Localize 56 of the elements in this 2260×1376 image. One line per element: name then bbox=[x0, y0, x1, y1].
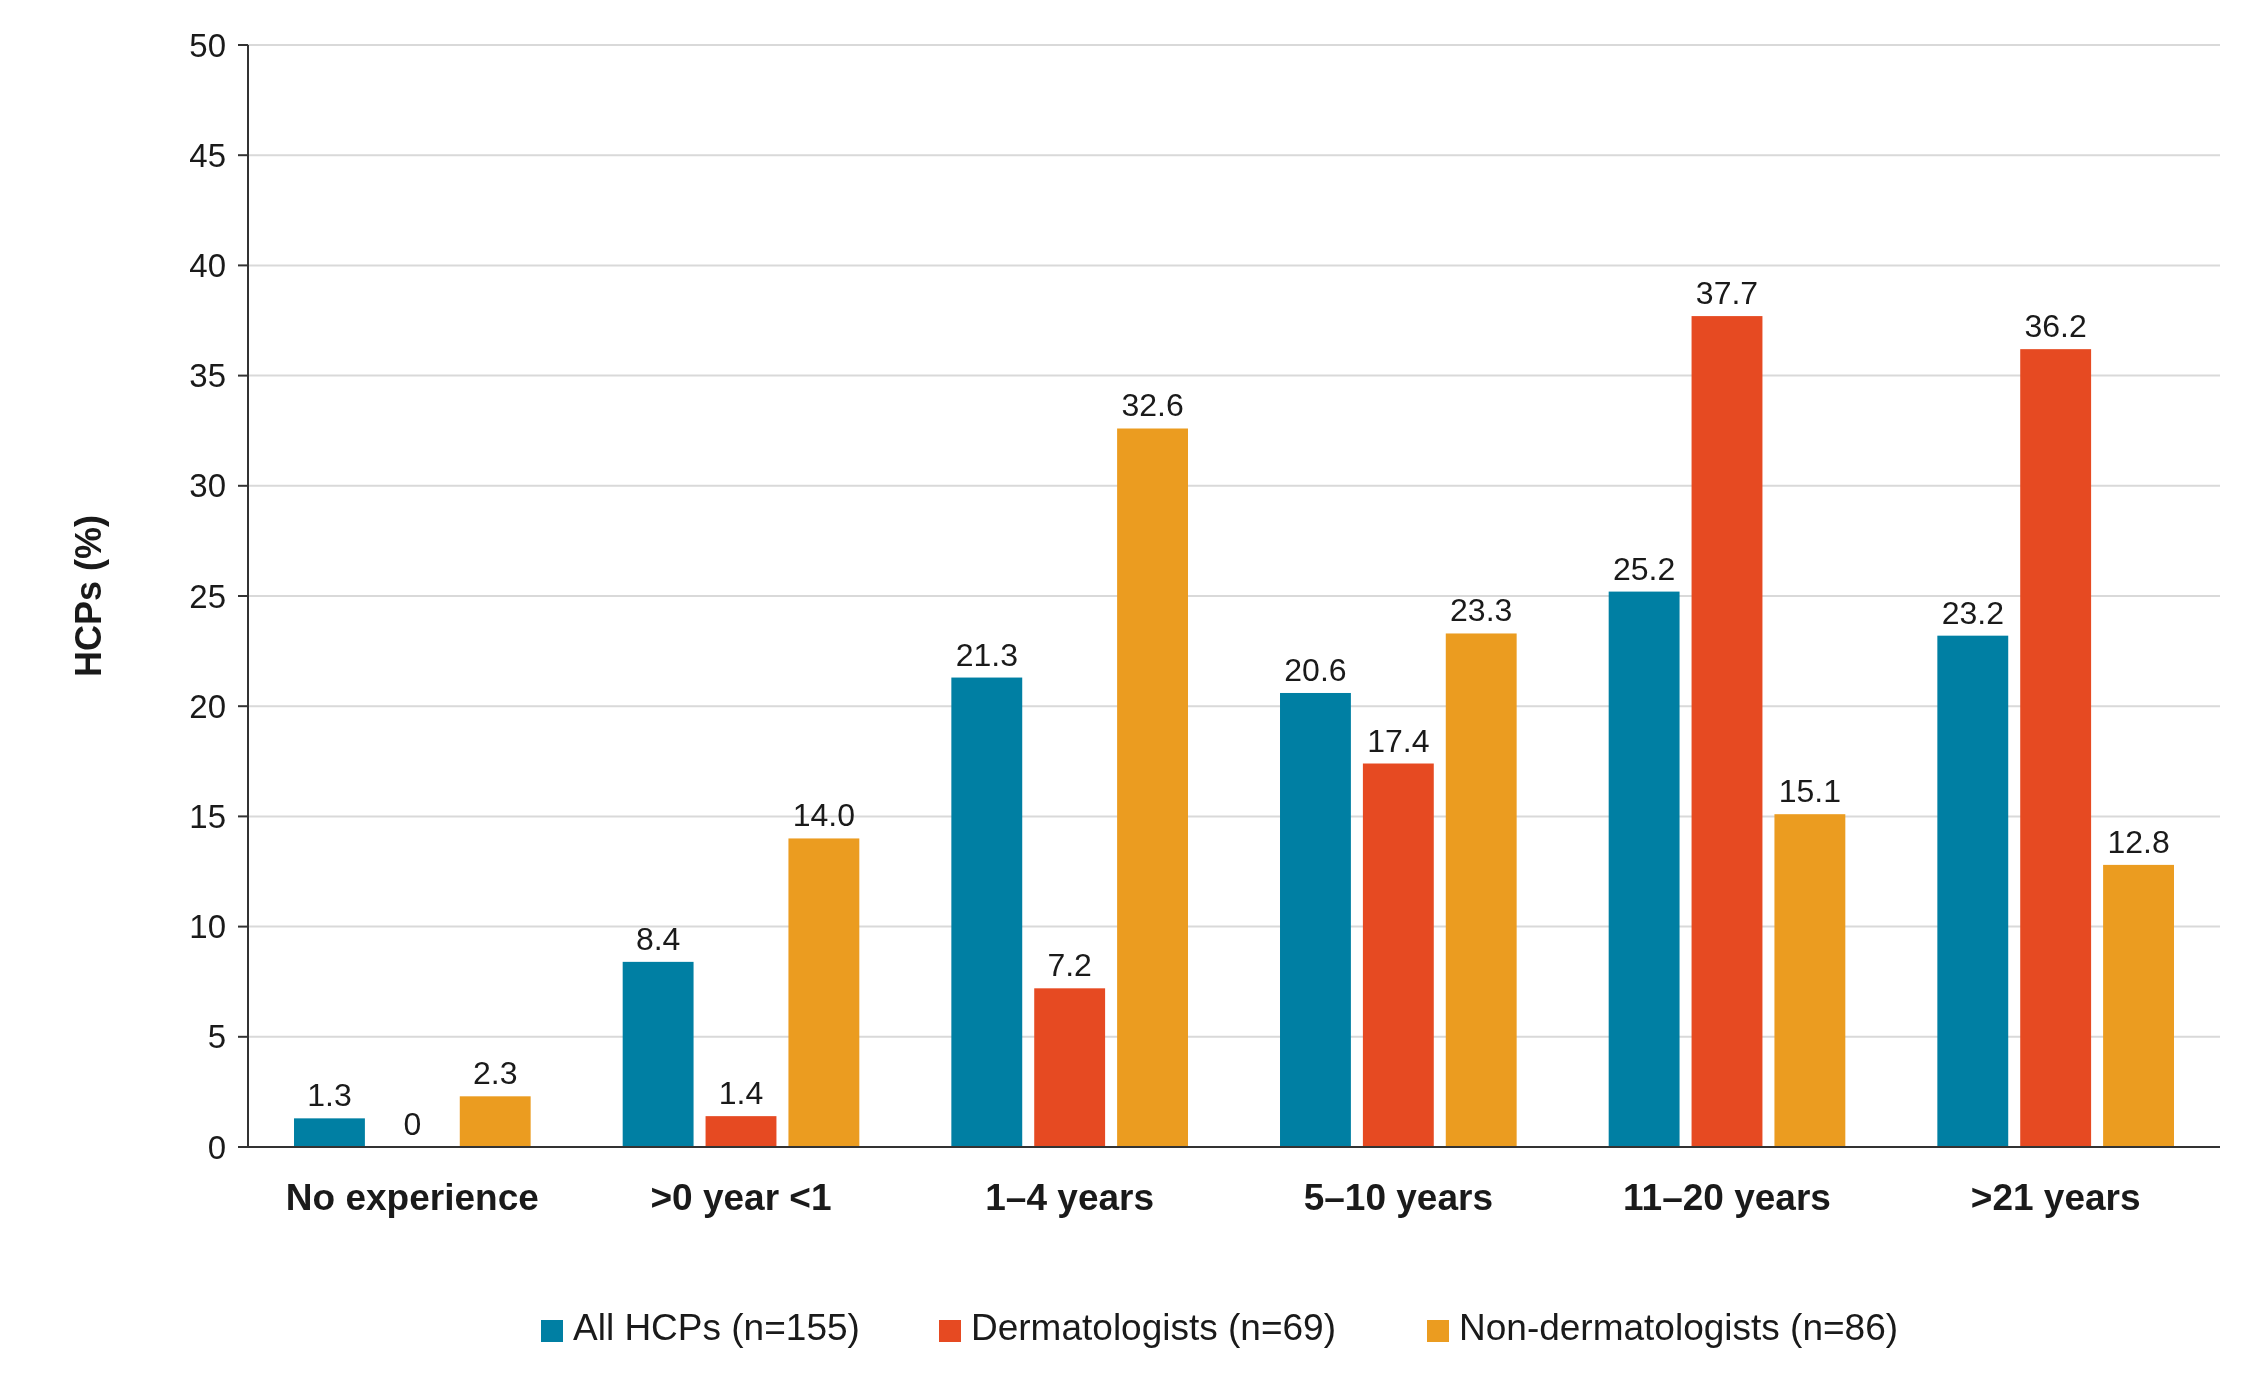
y-tick-label: 0 bbox=[207, 1128, 226, 1166]
x-tick-label: >21 years bbox=[1970, 1177, 2141, 1218]
legend-label: Non-dermatologists (n=86) bbox=[1459, 1307, 1899, 1348]
y-tick-label: 30 bbox=[189, 467, 226, 505]
y-tick-label: 40 bbox=[189, 246, 226, 284]
data-label: 20.6 bbox=[1284, 651, 1347, 688]
bar bbox=[1937, 635, 2009, 1147]
y-tick-label: 25 bbox=[189, 577, 226, 615]
data-label: 12.8 bbox=[2107, 823, 2170, 860]
bar bbox=[294, 1118, 365, 1147]
bar bbox=[622, 961, 694, 1147]
legend-label: Dermatologists (n=69) bbox=[971, 1307, 1337, 1348]
bar bbox=[1691, 316, 1763, 1147]
y-tick-label: 45 bbox=[189, 136, 226, 174]
bar bbox=[705, 1116, 777, 1147]
bar bbox=[1280, 692, 1351, 1147]
y-tick-label: 5 bbox=[207, 1018, 226, 1056]
y-tick-label: 35 bbox=[189, 357, 226, 395]
bar bbox=[951, 677, 1023, 1147]
data-label: 2.3 bbox=[472, 1055, 518, 1092]
bar bbox=[1117, 428, 1188, 1147]
bar bbox=[459, 1096, 531, 1147]
y-tick-label: 10 bbox=[189, 908, 226, 946]
data-label: 36.2 bbox=[2024, 308, 2087, 345]
legend-label: All HCPs (n=155) bbox=[573, 1307, 860, 1348]
data-label: 21.3 bbox=[955, 636, 1018, 673]
data-label: 17.4 bbox=[1367, 722, 1430, 759]
data-label: 37.7 bbox=[1695, 275, 1759, 312]
data-label: 15.1 bbox=[1778, 773, 1842, 810]
data-label: 1.4 bbox=[718, 1075, 764, 1112]
x-tick-label: 5–10 years bbox=[1303, 1177, 1493, 1218]
y-axis-title: HCPs (%) bbox=[68, 514, 109, 678]
bar bbox=[2103, 864, 2174, 1147]
x-tick-label: No experience bbox=[285, 1177, 539, 1218]
data-label: 8.4 bbox=[635, 920, 681, 957]
y-tick-label: 15 bbox=[189, 797, 226, 835]
data-label: 1.3 bbox=[307, 1077, 352, 1114]
bar bbox=[1034, 988, 1106, 1147]
data-label: 14.0 bbox=[792, 797, 856, 834]
data-label: 7.2 bbox=[1047, 947, 1092, 984]
x-tick-label: 11–20 years bbox=[1623, 1177, 1831, 1218]
y-tick-label: 20 bbox=[189, 687, 226, 725]
bar bbox=[788, 838, 860, 1147]
bar bbox=[1362, 763, 1434, 1147]
data-label: 32.6 bbox=[1121, 387, 1184, 424]
x-tick-label: 1–4 years bbox=[985, 1177, 1155, 1218]
data-label: 0 bbox=[403, 1106, 422, 1142]
y-tick-label: 50 bbox=[189, 26, 226, 64]
data-label: 23.2 bbox=[1941, 594, 2004, 631]
bar bbox=[1445, 633, 1517, 1147]
bar bbox=[1608, 591, 1680, 1147]
data-label: 25.2 bbox=[1612, 550, 1676, 587]
x-tick-label: >0 year <1 bbox=[650, 1177, 832, 1218]
bar bbox=[1774, 814, 1846, 1147]
data-label: 23.3 bbox=[1450, 592, 1513, 629]
bar bbox=[2020, 349, 2092, 1147]
